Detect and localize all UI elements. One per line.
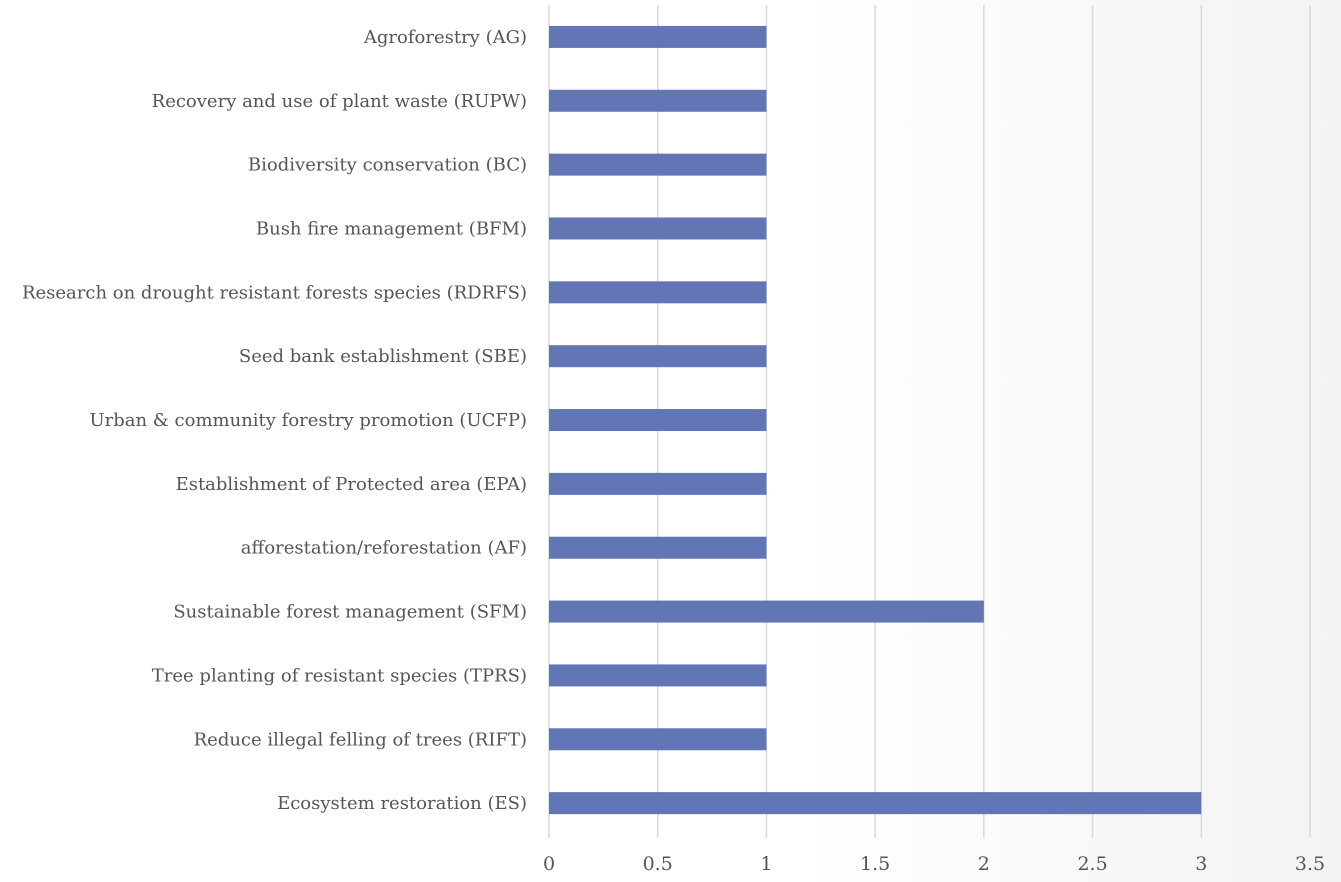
- bar-6: [549, 409, 767, 432]
- category-label-0: Agroforestry (AG): [363, 27, 527, 48]
- category-label-7: Establishment of Protected area (EPA): [176, 474, 527, 495]
- category-label-4: Research on drought resistant forests sp…: [22, 282, 527, 303]
- category-label-10: Tree planting of resistant species (TPRS…: [152, 665, 527, 686]
- bar-5: [549, 345, 767, 368]
- x-tick-label-4: 2: [978, 853, 990, 875]
- category-label-6: Urban & community forestry promotion (UC…: [89, 410, 527, 431]
- category-label-3: Bush fire management (BFM): [256, 218, 527, 239]
- bar-7: [549, 472, 767, 495]
- x-tick-label-3: 1.5: [860, 853, 890, 875]
- category-label-11: Reduce illegal felling of trees (RIFT): [194, 729, 527, 750]
- category-label-12: Ecosystem restoration (ES): [277, 793, 527, 814]
- category-label-5: Seed bank establishment (SBE): [239, 346, 527, 367]
- category-label-8: afforestation/reforestation (AF): [241, 538, 527, 559]
- bar-8: [549, 536, 767, 559]
- bar-0: [549, 25, 767, 48]
- bar-11: [549, 728, 767, 751]
- bar-1: [549, 89, 767, 112]
- category-label-9: Sustainable forest management (SFM): [173, 602, 527, 623]
- category-label-layer: Agroforestry (AG) Recovery and use of pla…: [22, 27, 527, 814]
- x-tick-label-6: 3: [1195, 853, 1207, 875]
- bar-9: [549, 600, 984, 623]
- bar-4: [549, 281, 767, 304]
- x-tick-label-1: 0.5: [643, 853, 673, 875]
- bar-3: [549, 217, 767, 240]
- x-tick-label-0: 0: [543, 853, 555, 875]
- bar-2: [549, 153, 767, 176]
- x-tick-label-7: 3.5: [1295, 853, 1325, 875]
- category-label-1: Recovery and use of plant waste (RUPW): [152, 91, 527, 112]
- category-label-2: Biodiversity conservation (BC): [248, 155, 527, 176]
- bar-12: [549, 792, 1202, 815]
- tick-label-layer: 0 0.5 1 1.5 2 2.5 3 3.5: [543, 853, 1325, 875]
- bar-10: [549, 664, 767, 687]
- x-tick-label-5: 2.5: [1077, 853, 1107, 875]
- bar-layer: [549, 25, 1202, 815]
- x-tick-label-2: 1: [760, 853, 772, 875]
